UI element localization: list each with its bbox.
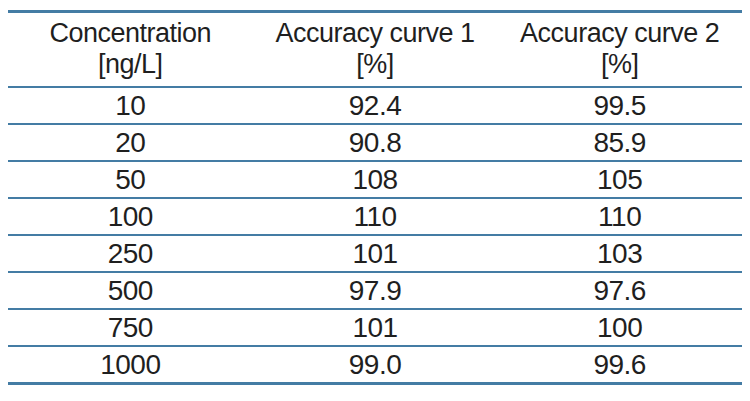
cell-accuracy-1: 97.9 — [253, 272, 498, 309]
cell-accuracy-2: 110 — [497, 198, 742, 235]
table-container: Concentration [ng/L] Accuracy curve 1 [%… — [0, 0, 750, 385]
cell-concentration: 500 — [8, 272, 253, 309]
table-row: 10 92.4 99.5 — [8, 87, 742, 124]
table-row: 250 101 103 — [8, 235, 742, 272]
cell-concentration: 1000 — [8, 346, 253, 384]
cell-accuracy-1: 101 — [253, 235, 498, 272]
column-header-title: Accuracy curve 1 — [253, 18, 498, 49]
column-header-concentration: Concentration [ng/L] — [8, 12, 253, 88]
cell-accuracy-2: 100 — [497, 309, 742, 346]
cell-accuracy-1: 90.8 — [253, 124, 498, 161]
cell-accuracy-2: 85.9 — [497, 124, 742, 161]
cell-concentration: 250 — [8, 235, 253, 272]
cell-concentration: 20 — [8, 124, 253, 161]
column-header-accuracy-curve-1: Accuracy curve 1 [%] — [253, 12, 498, 88]
cell-accuracy-2: 99.5 — [497, 87, 742, 124]
cell-concentration: 750 — [8, 309, 253, 346]
column-header-accuracy-curve-2: Accuracy curve 2 [%] — [497, 12, 742, 88]
cell-accuracy-2: 103 — [497, 235, 742, 272]
cell-accuracy-1: 101 — [253, 309, 498, 346]
table-row: 1000 99.0 99.6 — [8, 346, 742, 384]
cell-accuracy-2: 105 — [497, 161, 742, 198]
column-header-unit: [ng/L] — [8, 49, 253, 80]
table-row: 20 90.8 85.9 — [8, 124, 742, 161]
cell-concentration: 100 — [8, 198, 253, 235]
column-header-title: Accuracy curve 2 — [497, 18, 742, 49]
cell-accuracy-1: 108 — [253, 161, 498, 198]
column-header-unit: [%] — [253, 49, 498, 80]
table-row: 100 110 110 — [8, 198, 742, 235]
column-header-unit: [%] — [497, 49, 742, 80]
table-row: 50 108 105 — [8, 161, 742, 198]
cell-accuracy-1: 110 — [253, 198, 498, 235]
header-row: Concentration [ng/L] Accuracy curve 1 [%… — [8, 12, 742, 88]
cell-accuracy-2: 97.6 — [497, 272, 742, 309]
cell-accuracy-1: 99.0 — [253, 346, 498, 384]
cell-accuracy-1: 92.4 — [253, 87, 498, 124]
accuracy-table: Concentration [ng/L] Accuracy curve 1 [%… — [8, 10, 742, 385]
cell-concentration: 10 — [8, 87, 253, 124]
table-row: 750 101 100 — [8, 309, 742, 346]
cell-concentration: 50 — [8, 161, 253, 198]
cell-accuracy-2: 99.6 — [497, 346, 742, 384]
column-header-title: Concentration — [8, 18, 253, 49]
table-row: 500 97.9 97.6 — [8, 272, 742, 309]
